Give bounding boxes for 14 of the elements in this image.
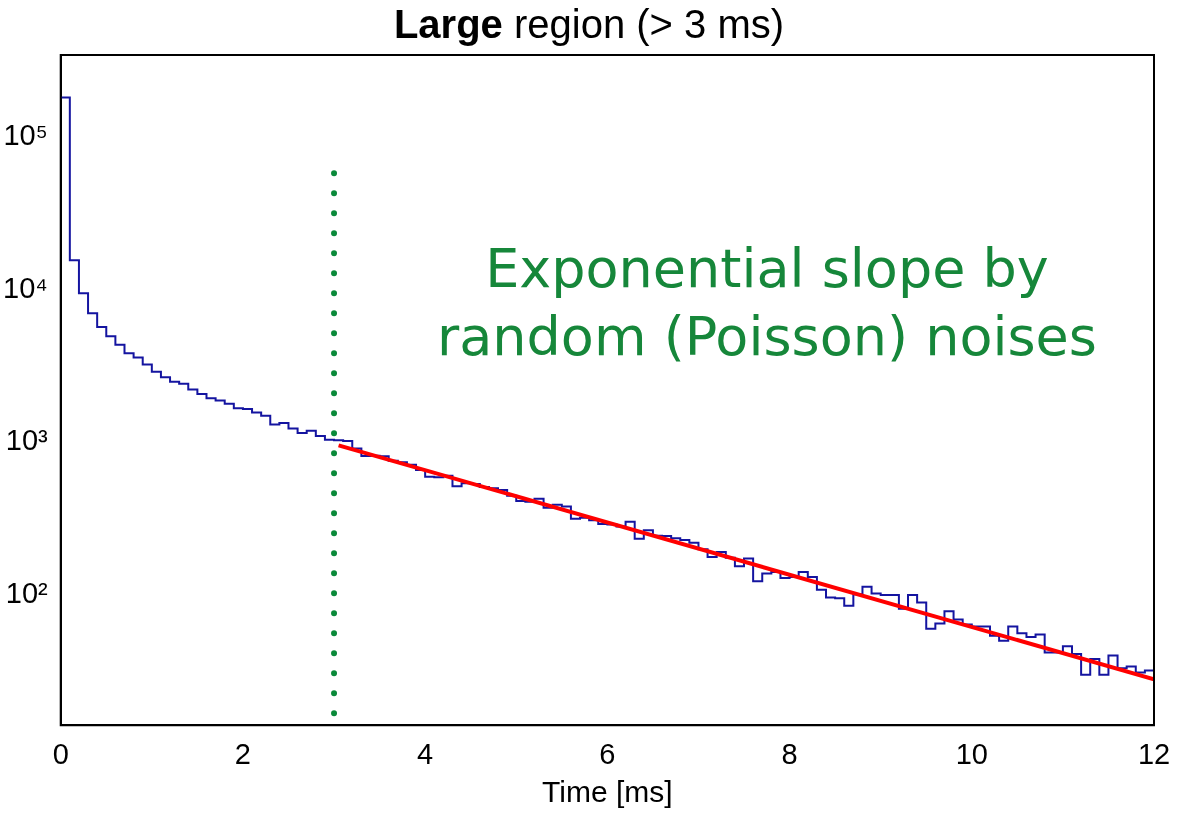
x-tick-label: 6 — [599, 737, 616, 770]
x-tick-label: 12 — [1137, 737, 1171, 770]
y-tick-label: 10⁵ — [3, 119, 48, 152]
x-tick-label: 4 — [417, 737, 434, 770]
annotation: Exponential slope by random (Poisson) noises — [436, 236, 1098, 370]
x-axis-title: Time [ms] — [542, 775, 673, 809]
chart-title: Large region (> 3 ms) — [392, 2, 786, 47]
x-tick-label: 0 — [52, 737, 69, 770]
x-tick-label: 10 — [955, 737, 988, 770]
x-tick-label: 2 — [234, 737, 251, 770]
x-tick-label: 8 — [781, 737, 798, 770]
y-tick-label: 10² — [5, 576, 49, 609]
y-tick-label: 10³ — [5, 424, 49, 457]
y-tick-label: 10⁴ — [3, 271, 48, 304]
